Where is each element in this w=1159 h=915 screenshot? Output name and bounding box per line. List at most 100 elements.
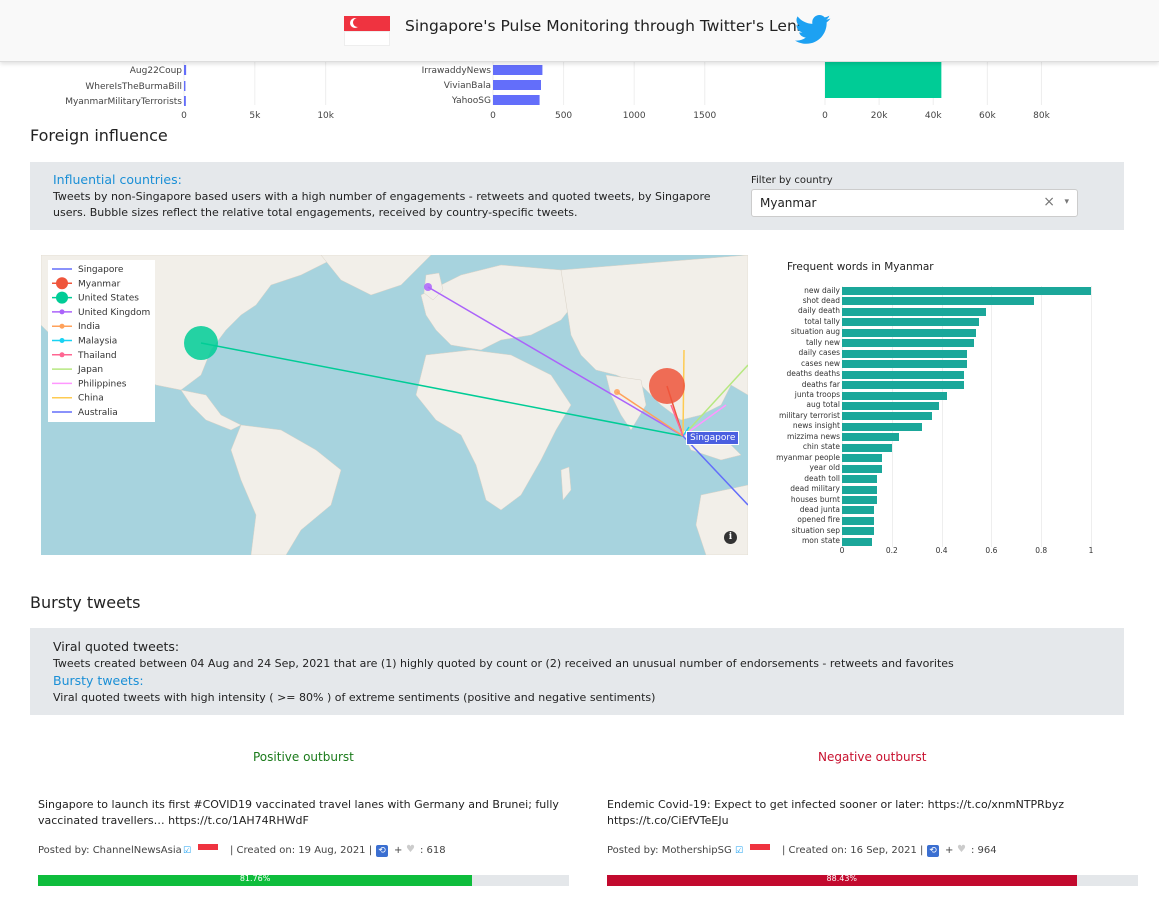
frequent-words-bar[interactable] <box>842 485 877 494</box>
singapore-hub-label: Singapore <box>686 431 740 445</box>
chevron-down-icon[interactable]: ▾ <box>1064 197 1069 207</box>
influential-countries-heading: Influential countries: <box>53 172 182 187</box>
app-header: Singapore's Pulse Monitoring through Twi… <box>0 0 1159 62</box>
frequent-words-bar[interactable] <box>842 318 979 327</box>
frequent-words-bar[interactable] <box>842 506 875 515</box>
frequent-words-bar[interactable] <box>842 454 882 463</box>
frequent-words-category-label: aug total <box>806 400 840 410</box>
frequent-words-bar[interactable] <box>842 422 922 431</box>
map-connection-line <box>682 404 727 437</box>
frequent-words-tick-label: 0 <box>839 546 845 555</box>
world-map[interactable] <box>41 255 748 555</box>
legend-item-label[interactable]: Singapore <box>78 265 124 275</box>
influential-countries-panel: Influential countries: Tweets by non-Sin… <box>30 162 1124 230</box>
frequent-words-bar[interactable] <box>842 516 875 525</box>
top-chart-tick-label: 80k <box>1033 111 1050 121</box>
top-chart-bar <box>184 81 186 91</box>
map-connection-line <box>200 342 684 437</box>
frequent-words-bar[interactable] <box>842 527 875 536</box>
top-chart-category-label: IrrawaddyNews <box>422 66 492 76</box>
map-country-bubble[interactable] <box>614 389 620 395</box>
retweet-icon: ⟲ <box>927 845 939 857</box>
frequent-words-bar[interactable] <box>842 370 964 379</box>
legend-item-label[interactable]: United Kingdom <box>78 308 150 318</box>
frequent-words-bar[interactable] <box>842 475 877 484</box>
heart-icon: ♥ <box>957 844 966 855</box>
legend-item-label[interactable]: Malaysia <box>78 337 117 347</box>
legend-item-label[interactable]: Philippines <box>78 379 127 389</box>
frequent-words-bar[interactable] <box>842 381 964 390</box>
frequent-words-category-label: deaths far <box>801 379 840 389</box>
frequent-words-bar[interactable] <box>842 297 1034 306</box>
negative-tweet-author: Posted by: MothershipSG <box>607 845 732 856</box>
map-connection-line <box>616 391 684 437</box>
frequent-words-bar[interactable] <box>842 287 1091 295</box>
positive-sentiment-percent: 81.76% <box>239 874 271 883</box>
singapore-flag-icon <box>750 844 770 855</box>
top-bar-charts: 0 5k 10k Aug22Coup WhereIsTheBurmaBill Myanma… <box>0 62 1159 122</box>
top-charts-canvas: 0 5k 10k Aug22Coup WhereIsTheBurmaBill Myanma… <box>65 62 1051 121</box>
frequent-words-category-label: mizzima news <box>786 431 840 441</box>
map-canvas <box>41 255 748 555</box>
top-chart-tick-label: 5k <box>249 111 261 121</box>
frequent-words-bar[interactable] <box>842 433 900 442</box>
map-country-bubble[interactable] <box>424 283 432 291</box>
frequent-words-bar[interactable] <box>842 328 977 337</box>
map-country-bubble[interactable] <box>649 368 685 404</box>
negative-tweet-text: Endemic Covid-19: Expect to get infected… <box>607 798 1065 827</box>
bursty-heading: Bursty tweets: <box>53 673 144 688</box>
legend-item-label[interactable]: United States <box>78 294 139 304</box>
clear-icon[interactable]: × <box>1043 194 1055 210</box>
top-chart-bar <box>184 65 187 75</box>
verified-icon: ☑ <box>735 846 744 856</box>
frequent-words-bar[interactable] <box>842 401 940 410</box>
frequent-words-bar[interactable] <box>842 360 967 369</box>
frequent-words-bar[interactable] <box>842 464 882 473</box>
frequent-words-bar[interactable] <box>842 339 974 348</box>
country-filter-dropdown[interactable]: Myanmar × ▾ <box>751 189 1078 217</box>
positive-tweet-text: Singapore to launch its first #COVID19 v… <box>38 798 559 827</box>
negative-sentiment-bar: 88.43% <box>607 874 1138 886</box>
frequent-words-category-label: year old <box>809 463 840 473</box>
singapore-flag-icon <box>198 844 218 855</box>
frequent-words-category-label: dead military <box>790 484 840 494</box>
frequent-words-bar[interactable] <box>842 537 872 546</box>
legend-item-label[interactable]: China <box>78 394 104 404</box>
positive-sentiment-bar: 81.76% <box>38 874 569 886</box>
map-legend: Singapore Myanmar United States United King… <box>48 260 155 422</box>
frequent-words-bar[interactable] <box>842 391 947 400</box>
frequent-words-bar[interactable] <box>842 307 987 316</box>
legend-item-label[interactable]: Japan <box>77 365 103 375</box>
frequent-words-category-label: myanmar people <box>776 452 840 462</box>
legend-item-label[interactable]: India <box>78 322 100 332</box>
frequent-words-category-label: cases new <box>800 358 840 368</box>
frequent-words-bar[interactable] <box>842 496 877 504</box>
filter-label: Filter by country <box>751 175 833 186</box>
map-connections <box>184 283 748 506</box>
positive-engagement-count: : 618 <box>420 845 446 856</box>
legend-item-label[interactable]: Australia <box>78 408 118 418</box>
top-chart-tick-label: 0 <box>181 111 187 121</box>
map-connection-line <box>670 404 684 437</box>
negative-plus: + <box>945 845 954 856</box>
bursty-description: Viral quoted tweets with high intensity … <box>53 691 656 704</box>
info-icon[interactable]: i <box>724 531 737 544</box>
page-title: Singapore's Pulse Monitoring through Twi… <box>405 17 805 35</box>
map-connection-line <box>682 435 748 506</box>
frequent-words-bar[interactable] <box>842 443 892 452</box>
frequent-words-bar[interactable] <box>842 412 932 421</box>
frequent-words-title: Frequent words in Myanmar <box>787 261 934 273</box>
legend-item-label[interactable]: Thailand <box>77 351 117 361</box>
negative-sentiment-percent: 88.43% <box>826 874 858 883</box>
frequent-words-category-label: situation aug <box>790 327 840 337</box>
legend-item-label[interactable]: Myanmar <box>78 279 121 289</box>
top-chart-tick-label: 40k <box>925 111 942 121</box>
foreign-influence-title: Foreign influence <box>30 126 168 145</box>
bursty-tweets-title: Bursty tweets <box>30 593 141 612</box>
frequent-words-bar[interactable] <box>842 349 967 358</box>
frequent-words-category-label: mon state <box>801 536 840 546</box>
map-country-bubble[interactable] <box>184 326 218 360</box>
twitter-bird-icon <box>795 15 831 44</box>
frequent-words-category-label: houses burnt <box>790 494 840 504</box>
legend-marker <box>59 352 65 358</box>
